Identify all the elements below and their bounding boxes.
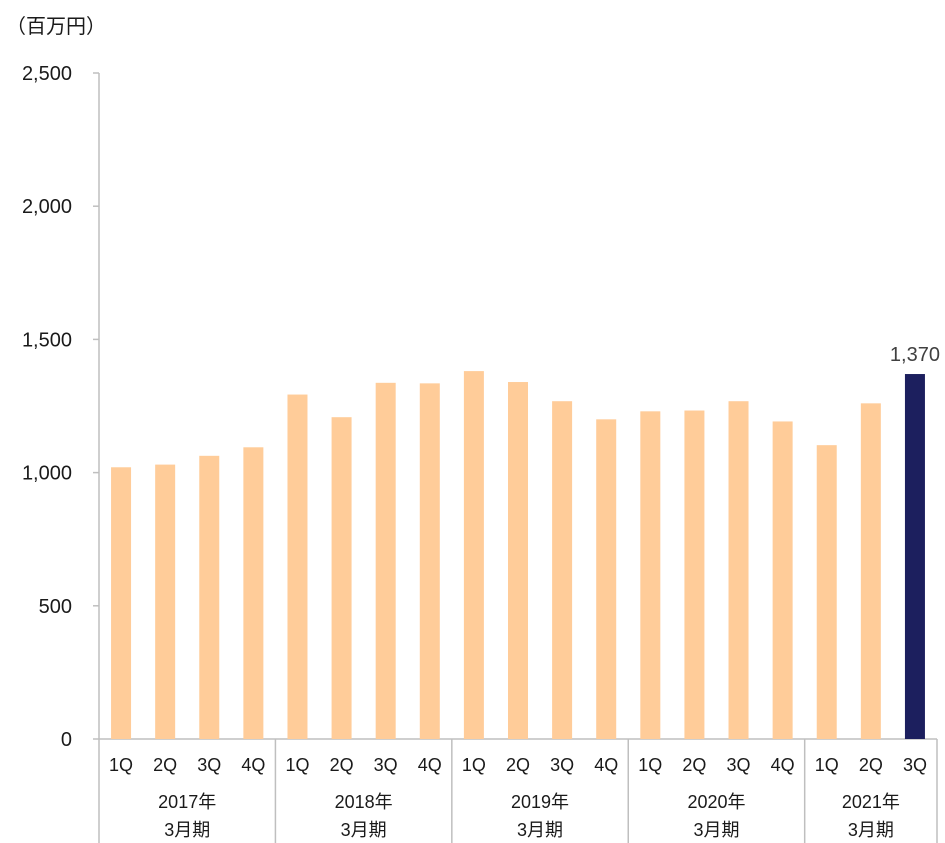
bar: [552, 401, 573, 739]
bar: [508, 382, 528, 739]
bar: [640, 411, 661, 739]
bar: [375, 382, 396, 739]
x-tick-label: 2Q: [506, 755, 530, 775]
bar: [816, 445, 837, 739]
x-tick-label: 1Q: [109, 755, 133, 775]
y-tick-label: 2,500: [22, 63, 72, 85]
group-label-year: 2018年: [335, 792, 393, 812]
data-label: 1,370: [890, 344, 940, 366]
group-label-period: 3月期: [848, 820, 894, 840]
bar: [199, 455, 220, 739]
x-tick-label: 3Q: [374, 755, 398, 775]
x-tick-label: 4Q: [594, 755, 618, 775]
bar: [287, 394, 308, 739]
bar: [596, 419, 617, 739]
bar: [111, 467, 132, 739]
group-label-year: 2021年: [842, 792, 900, 812]
x-tick-label: 1Q: [462, 755, 486, 775]
group-label-year: 2019年: [511, 792, 569, 812]
x-tick-label: 4Q: [771, 755, 795, 775]
x-tick-label: 2Q: [153, 755, 177, 775]
y-tick-label: 1,500: [22, 329, 72, 351]
x-tick-label: 4Q: [418, 755, 442, 775]
x-tick-label: 1Q: [285, 755, 309, 775]
bar: [728, 401, 749, 739]
chart-bars: [111, 371, 925, 739]
bar: [331, 417, 352, 739]
x-tick-label: 2Q: [859, 755, 883, 775]
group-label-year: 2017年: [158, 792, 216, 812]
x-tick-label: 1Q: [815, 755, 839, 775]
bar: [772, 421, 793, 739]
y-tick-label: 0: [61, 729, 72, 751]
y-tick-label: 2,000: [22, 196, 72, 218]
group-label-period: 3月期: [164, 820, 210, 840]
x-tick-label: 4Q: [241, 755, 265, 775]
bar: [243, 447, 264, 739]
x-tick-label: 2Q: [682, 755, 706, 775]
group-label-period: 3月期: [693, 820, 739, 840]
group-label-period: 3月期: [341, 820, 387, 840]
y-tick-label: 500: [39, 596, 72, 618]
x-tick-label: 2Q: [330, 755, 354, 775]
x-tick-label: 3Q: [197, 755, 221, 775]
y-tick-label: 1,000: [22, 463, 72, 485]
bar: [419, 383, 440, 739]
bar: [860, 403, 881, 739]
bar: [684, 410, 705, 739]
bar: [463, 371, 484, 739]
bar-highlight: [904, 374, 925, 739]
bar: [155, 464, 176, 739]
x-tick-label: 3Q: [550, 755, 574, 775]
y-axis-unit-label: （百万円）: [6, 14, 106, 38]
x-tick-label: 3Q: [727, 755, 751, 775]
group-label-year: 2020年: [687, 792, 745, 812]
group-label-period: 3月期: [517, 820, 563, 840]
x-tick-label: 1Q: [638, 755, 662, 775]
x-tick-label: 3Q: [903, 755, 927, 775]
